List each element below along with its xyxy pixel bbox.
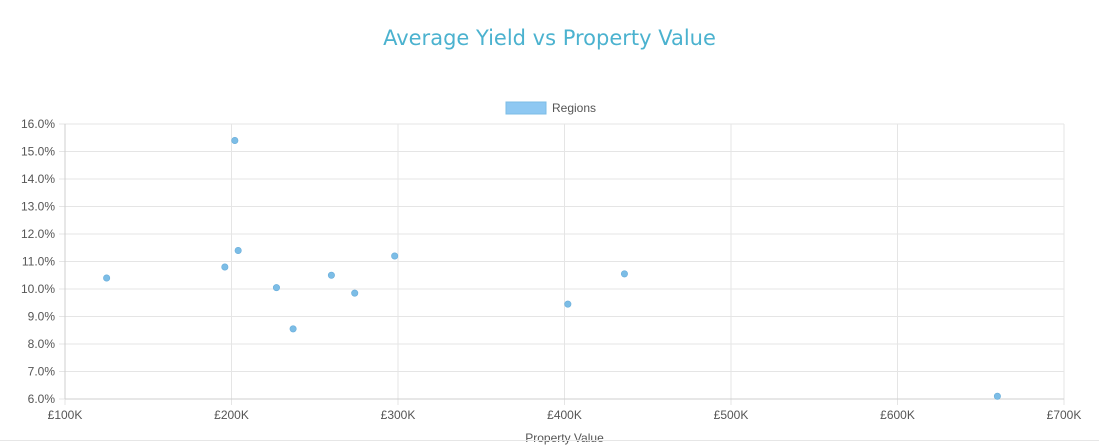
x-tick-label: £700K <box>1047 408 1082 422</box>
x-tick-label: £400K <box>547 408 582 422</box>
chart-title: Average Yield vs Property Value <box>383 26 716 50</box>
data-points <box>103 137 1001 400</box>
x-tick-label: £200K <box>214 408 249 422</box>
x-tick-label: £300K <box>381 408 416 422</box>
grid-lines <box>59 123 1065 405</box>
x-axis-title: Property Value <box>525 431 604 445</box>
data-point[interactable] <box>234 247 242 255</box>
data-point[interactable] <box>272 284 280 292</box>
legend-swatch-regions[interactable] <box>505 101 547 115</box>
data-point[interactable] <box>620 270 628 278</box>
bottom-divider <box>0 440 1099 441</box>
y-tick-label: 14.0% <box>21 172 55 186</box>
y-tick-label: 10.0% <box>21 282 55 296</box>
y-tick-label: 15.0% <box>21 145 55 159</box>
y-tick-label: 9.0% <box>28 310 56 324</box>
data-point[interactable] <box>993 392 1001 400</box>
y-tick-label: 13.0% <box>21 200 55 214</box>
data-point[interactable] <box>391 252 399 260</box>
data-point[interactable] <box>327 271 335 279</box>
legend-label-regions[interactable]: Regions <box>552 101 596 115</box>
x-tick-label: £600K <box>880 408 915 422</box>
y-tick-label: 16.0% <box>21 117 55 131</box>
y-tick-label: 6.0% <box>28 392 56 406</box>
x-tick-label: £500K <box>714 408 749 422</box>
y-tick-label: 12.0% <box>21 227 55 241</box>
data-point[interactable] <box>221 263 229 271</box>
x-tick-label: £100K <box>48 408 83 422</box>
y-tick-label: 7.0% <box>28 365 56 379</box>
data-point[interactable] <box>231 137 239 145</box>
data-point[interactable] <box>289 325 297 333</box>
y-tick-label: 8.0% <box>28 337 56 351</box>
legend[interactable]: Regions <box>505 101 596 115</box>
data-point[interactable] <box>351 289 359 297</box>
data-point[interactable] <box>103 274 111 282</box>
data-point[interactable] <box>564 300 572 308</box>
y-tick-label: 11.0% <box>22 255 55 269</box>
axes: 16.0% 15.0% 14.0% 13.0% 12.0% 11.0% 10.0% 9.0% 8… <box>21 117 1081 422</box>
